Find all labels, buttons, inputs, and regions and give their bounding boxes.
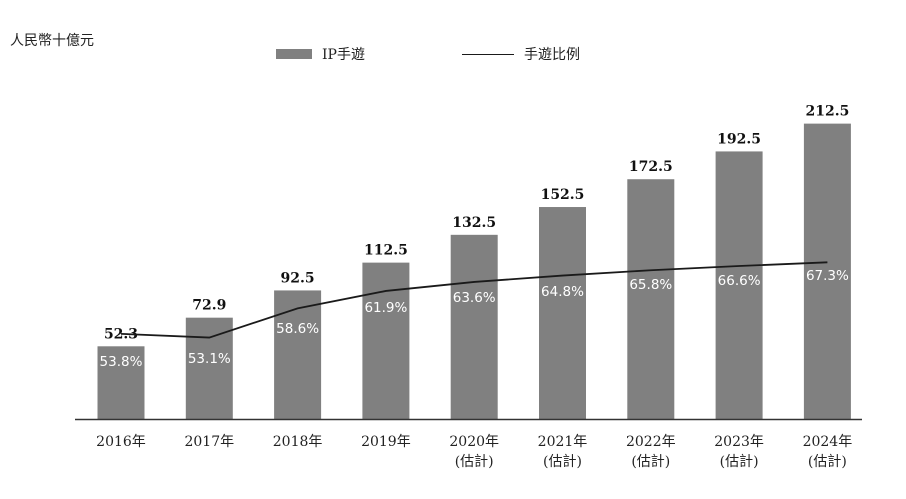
bar-8 [803, 123, 851, 419]
bar-value-label-4: 132.5 [452, 215, 496, 231]
bar-value-label-7: 192.5 [717, 131, 761, 147]
ratio-line [120, 261, 828, 339]
legend-line-label: 手遊比例 [524, 47, 580, 63]
category-label-5-1: (估計) [543, 454, 582, 470]
bar-value-label-3: 112.5 [364, 243, 408, 259]
category-label-5-0: 2021年 [538, 434, 588, 450]
bar-4 [450, 234, 498, 419]
ratio-label-3: 61.9% [364, 300, 407, 316]
bar-7 [715, 151, 763, 420]
legend-line-item: 手遊比例 [462, 44, 580, 64]
category-label-6-1: (估計) [631, 454, 670, 470]
bar-0 [97, 346, 145, 419]
bar-1 [185, 317, 233, 419]
category-label-8-0: 2024年 [803, 434, 853, 450]
legend-line-swatch [462, 53, 514, 55]
ratio-label-7: 66.6% [718, 273, 761, 289]
category-label-6-0: 2022年 [626, 434, 676, 450]
ratio-label-0: 53.8% [100, 354, 143, 370]
ratio-label-8: 67.3% [806, 268, 849, 284]
category-label-4-1: (估計) [455, 454, 494, 470]
bar-value-label-2: 92.5 [281, 270, 315, 286]
legend-bar-item: IP手遊 [276, 44, 365, 64]
ratio-label-1: 53.1% [188, 351, 231, 367]
ratio-label-4: 63.6% [453, 290, 496, 306]
unit-label: 人民幣十億元 [10, 33, 94, 49]
ratio-label-2: 58.6% [276, 321, 319, 337]
bar-value-label-5: 152.5 [541, 187, 585, 203]
category-label-0-0: 2016年 [96, 434, 146, 450]
bar-value-label-1: 72.9 [192, 298, 226, 314]
category-label-7-1: (估計) [720, 454, 759, 470]
category-label-1-0: 2017年 [184, 434, 234, 450]
category-label-8-1: (估計) [808, 454, 847, 470]
bar-6 [627, 179, 675, 419]
legend-bar-swatch [276, 49, 312, 59]
bar-value-label-8: 212.5 [805, 104, 849, 120]
legend-bar-label: IP手遊 [322, 47, 365, 63]
bar-2 [274, 290, 322, 419]
ratio-label-6: 65.8% [629, 277, 672, 293]
category-label-2-0: 2018年 [273, 434, 323, 450]
bar-5 [539, 207, 586, 419]
category-label-7-0: 2023年 [714, 434, 764, 450]
category-label-3-0: 2019年 [361, 434, 411, 450]
ratio-label-5: 64.8% [541, 284, 584, 300]
bar-3 [362, 262, 410, 419]
category-label-4-0: 2020年 [449, 434, 499, 450]
bar-value-label-6: 172.5 [629, 159, 673, 175]
